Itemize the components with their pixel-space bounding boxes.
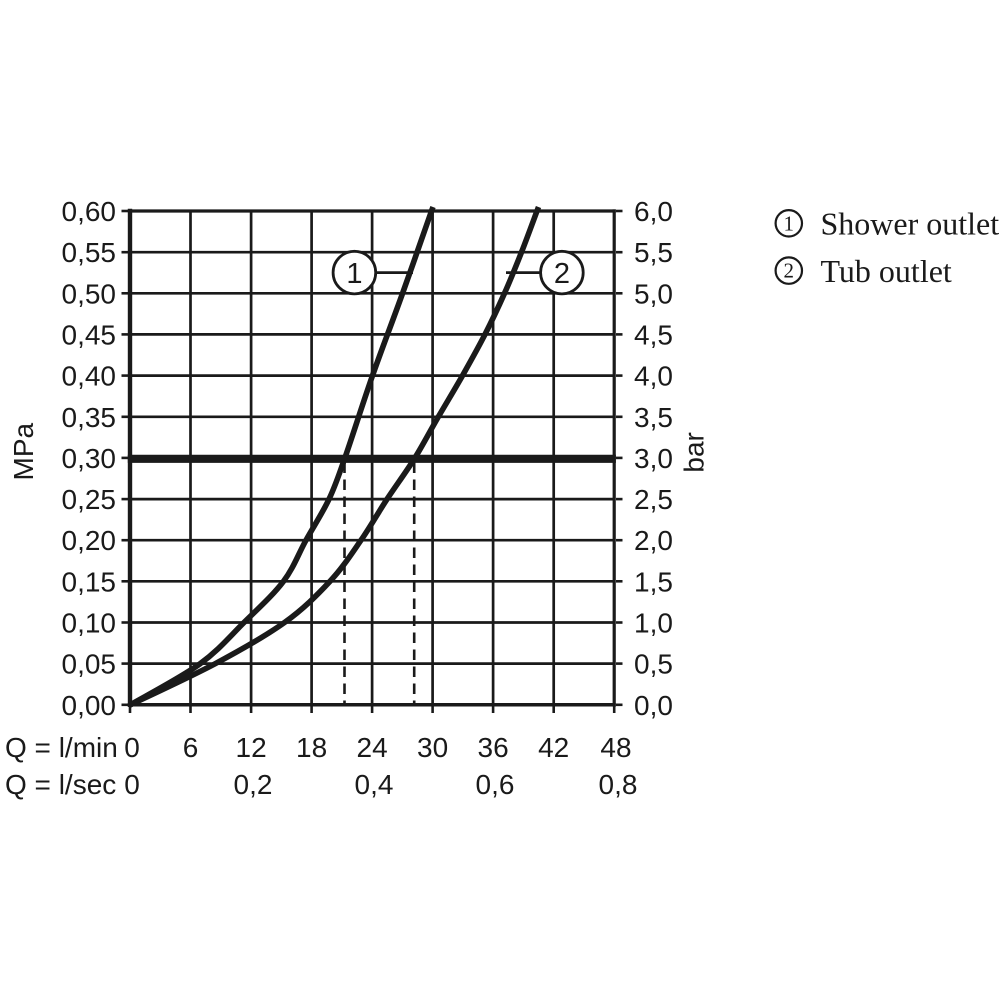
svg-text:1,5: 1,5 [634,566,673,597]
svg-text:0,8: 0,8 [599,769,638,800]
svg-text:6,0: 6,0 [634,196,673,227]
svg-text:36: 36 [478,732,509,763]
svg-text:2: 2 [784,259,795,283]
svg-text:24: 24 [357,732,388,763]
svg-text:0,0: 0,0 [634,690,673,721]
svg-text:Q = l/sec: Q = l/sec [5,769,116,800]
svg-text:12: 12 [236,732,267,763]
svg-text:0,25: 0,25 [62,484,117,515]
svg-text:0,10: 0,10 [62,608,117,639]
svg-text:0,4: 0,4 [355,769,394,800]
svg-text:2,5: 2,5 [634,484,673,515]
svg-text:1: 1 [346,258,362,290]
svg-text:0,50: 0,50 [62,278,117,309]
svg-text:1: 1 [784,211,795,235]
svg-text:0,30: 0,30 [62,443,117,474]
svg-text:18: 18 [296,732,327,763]
svg-text:0: 0 [124,769,140,800]
svg-text:0,60: 0,60 [62,196,117,227]
svg-text:MPa: MPa [8,422,39,480]
svg-text:6: 6 [183,732,199,763]
svg-text:0,2: 0,2 [234,769,273,800]
svg-text:0,6: 0,6 [476,769,515,800]
svg-text:0,55: 0,55 [62,237,117,268]
svg-text:0,5: 0,5 [634,649,673,680]
svg-text:3,5: 3,5 [634,402,673,433]
svg-text:4,0: 4,0 [634,361,673,392]
svg-text:Tub outlet: Tub outlet [821,253,952,289]
svg-text:2,0: 2,0 [634,525,673,556]
svg-text:bar: bar [679,432,710,472]
svg-text:0: 0 [124,732,140,763]
svg-text:0,35: 0,35 [62,402,117,433]
svg-text:0,45: 0,45 [62,319,117,350]
svg-text:0,05: 0,05 [62,649,117,680]
svg-text:0,15: 0,15 [62,566,117,597]
svg-text:48: 48 [600,732,631,763]
svg-text:Shower outlet: Shower outlet [821,206,1000,242]
svg-text:3,0: 3,0 [634,443,673,474]
svg-text:0,20: 0,20 [62,525,117,556]
svg-text:5,0: 5,0 [634,278,673,309]
svg-text:0,00: 0,00 [62,690,117,721]
svg-text:Q = l/min: Q = l/min [5,732,118,763]
svg-text:4,5: 4,5 [634,319,673,350]
svg-text:30: 30 [417,732,448,763]
svg-text:2: 2 [554,258,570,290]
svg-text:0,40: 0,40 [62,361,117,392]
svg-text:5,5: 5,5 [634,237,673,268]
svg-text:42: 42 [538,732,569,763]
svg-text:1,0: 1,0 [634,608,673,639]
